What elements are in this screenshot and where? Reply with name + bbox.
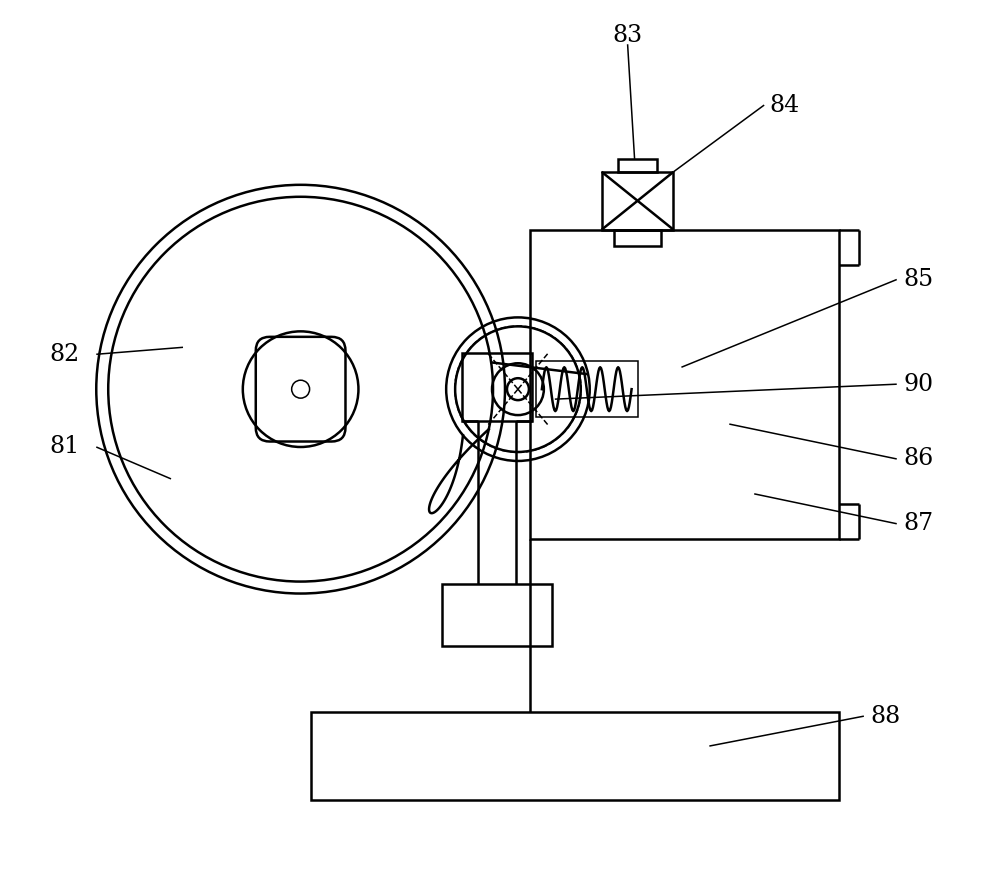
- Text: 83: 83: [613, 24, 643, 47]
- Text: 87: 87: [904, 512, 934, 535]
- Bar: [530, 229, 839, 539]
- Bar: [618, 159, 657, 172]
- Text: 90: 90: [904, 372, 934, 396]
- Text: 85: 85: [904, 268, 934, 291]
- Text: 81: 81: [49, 436, 80, 459]
- Text: 84: 84: [769, 93, 799, 116]
- Text: 88: 88: [871, 705, 901, 728]
- Bar: [311, 712, 839, 800]
- Bar: [614, 229, 661, 245]
- Bar: [462, 353, 532, 421]
- Bar: [602, 172, 673, 229]
- Bar: [442, 583, 552, 646]
- Text: 82: 82: [49, 343, 80, 365]
- Bar: [536, 361, 638, 417]
- Text: 86: 86: [904, 447, 934, 470]
